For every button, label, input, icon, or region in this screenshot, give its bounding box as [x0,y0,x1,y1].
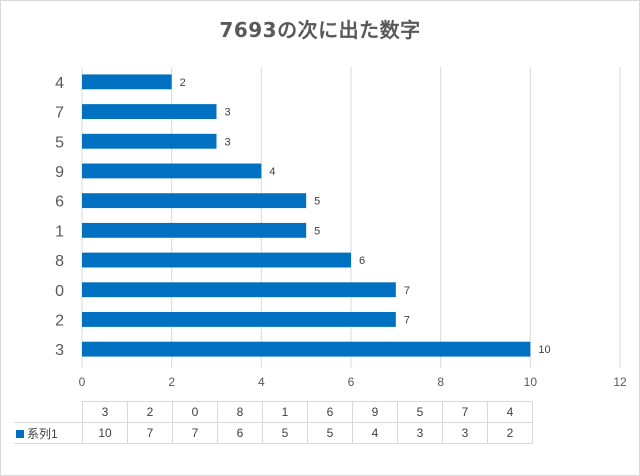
bar-chart: 2 3 3 4 5 5 6 7 7 10 4 7 5 9 6 1 8 0 2 3 0 2 4 6 8 10 12 [55,67,627,389]
data-table-value-cell: 5 [307,422,353,444]
data-table-header-cell: 4 [487,401,533,423]
x-tick-label: 12 [613,375,627,389]
x-tick-label: 4 [258,375,265,389]
data-table-value-cell: 5 [262,422,308,444]
data-label: 6 [359,255,365,267]
x-tick-label: 8 [437,375,444,389]
data-table-header-cell: 6 [307,401,353,423]
bar-9 [82,163,262,179]
chart-title: 7693の次に出た数字 [219,18,421,42]
data-table-header-cell: 0 [172,401,218,423]
bar-0 [82,282,396,298]
legend-swatch [16,430,24,439]
data-table-series-row: 系列1 10 7 7 6 5 5 4 3 3 2 [14,422,533,444]
x-tick-label: 0 [79,375,86,389]
data-table-value-cell: 4 [352,422,398,444]
data-table-header-cell: 5 [397,401,443,423]
data-table-header-cell: 3 [82,401,128,423]
data-label: 2 [180,77,186,89]
data-table-value-cell: 7 [127,422,173,444]
data-label: 5 [314,225,320,237]
x-tick-label: 6 [348,375,355,389]
y-tick-label: 8 [55,253,64,270]
data-label: 7 [404,314,410,326]
bar-8 [82,252,351,268]
data-label: 3 [225,107,231,119]
data-table-value-cell: 7 [172,422,218,444]
bars [82,74,531,357]
bar-2 [82,312,396,327]
bar-3 [82,341,531,357]
y-tick-label: 9 [55,164,64,181]
data-table-value-cell: 6 [217,422,263,444]
data-table-header-cell: 9 [352,401,398,423]
bar-5 [82,133,217,149]
data-label: 4 [269,166,275,178]
y-tick-label: 4 [55,75,64,92]
y-tick-label: 0 [55,283,64,300]
y-tick-label: 2 [55,312,64,329]
data-table-value-cell: 10 [82,422,128,444]
y-tick-label: 1 [55,223,64,240]
y-tick-label: 7 [55,105,64,122]
bar-6 [82,193,307,209]
y-tick-label: 3 [55,342,64,359]
data-table-value-cell: 2 [487,422,533,444]
series-name: 系列1 [27,426,58,441]
data-label: 3 [225,136,231,148]
x-tick-label: 10 [524,375,538,389]
data-label: 5 [314,196,320,208]
data-table-corner [14,401,83,423]
data-labels: 2 3 3 4 5 5 6 7 7 10 [180,77,551,356]
data-table-header-cell: 8 [217,401,263,423]
data-label: 10 [538,344,550,356]
data-table-header-cell: 7 [442,401,488,423]
x-tick-label: 2 [168,375,175,389]
bar-4 [82,74,172,90]
data-table-value-cell: 3 [397,422,443,444]
y-tick-labels: 4 7 5 9 6 1 8 0 2 3 [55,75,64,359]
data-label: 7 [404,285,410,297]
bar-7 [82,104,217,119]
y-tick-label: 6 [55,194,64,211]
data-table-header-cell: 1 [262,401,308,423]
data-table-series-key: 系列1 [14,422,83,444]
x-tick-labels: 0 2 4 6 8 10 12 [79,375,627,389]
data-table-header-cell: 2 [127,401,173,423]
bar-1 [82,222,307,238]
data-table-value-cell: 3 [442,422,488,444]
y-tick-label: 5 [55,134,64,151]
